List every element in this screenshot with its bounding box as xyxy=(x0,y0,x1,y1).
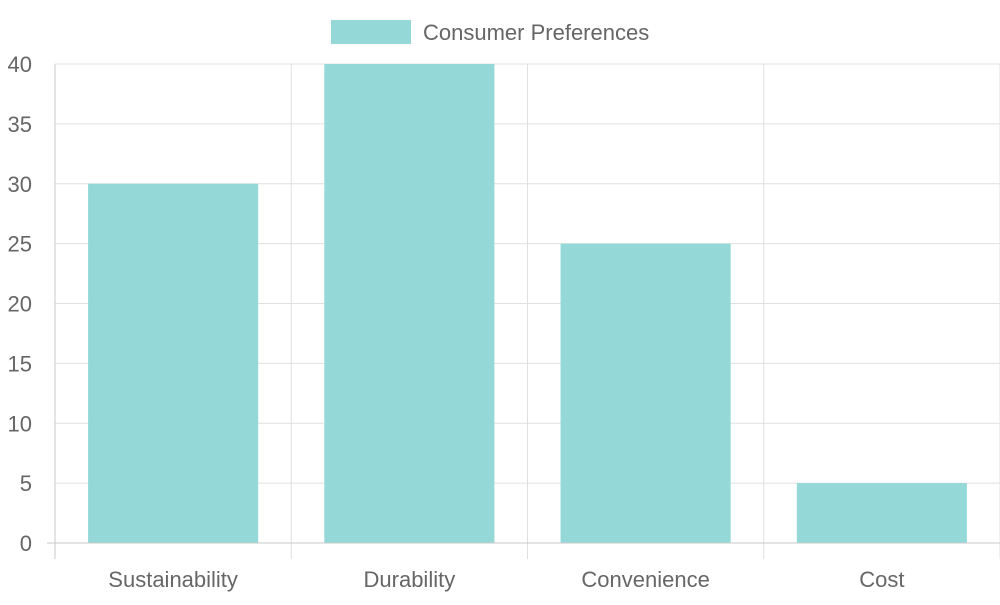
x-tick-label: Durability xyxy=(364,567,456,592)
y-tick-label: 0 xyxy=(20,531,32,556)
y-tick-label: 20 xyxy=(8,292,32,317)
x-tick-label: Sustainability xyxy=(108,567,238,592)
legend-swatch xyxy=(331,20,411,44)
y-tick-label: 5 xyxy=(20,471,32,496)
y-tick-label: 10 xyxy=(8,411,32,436)
bar-cost[interactable] xyxy=(796,483,967,543)
y-tick-label: 30 xyxy=(8,172,32,197)
y-tick-label: 15 xyxy=(8,351,32,376)
y-axis-ticks: 0 5 10 15 20 25 30 35 40 xyxy=(8,52,32,556)
bars-group xyxy=(88,64,967,543)
x-tick-label: Cost xyxy=(859,567,904,592)
x-axis-ticks: Sustainability Durability Convenience Cost xyxy=(108,567,904,592)
bar-sustainability[interactable] xyxy=(88,183,259,543)
y-tick-label: 40 xyxy=(8,52,32,77)
bar-convenience[interactable] xyxy=(560,243,731,543)
legend-label: Consumer Preferences xyxy=(423,20,649,45)
chart-legend[interactable]: Consumer Preferences xyxy=(331,20,649,45)
y-tick-label: 25 xyxy=(8,232,32,257)
y-tick-label: 35 xyxy=(8,112,32,137)
x-tick-label: Convenience xyxy=(581,567,709,592)
bar-durability[interactable] xyxy=(324,64,495,543)
